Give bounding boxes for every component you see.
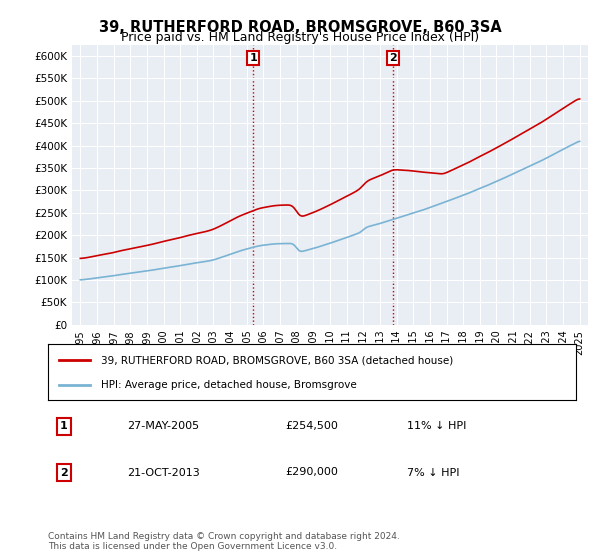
Text: £290,000: £290,000	[286, 468, 338, 478]
Text: Price paid vs. HM Land Registry's House Price Index (HPI): Price paid vs. HM Land Registry's House …	[121, 31, 479, 44]
Text: 1: 1	[249, 53, 257, 63]
Text: 39, RUTHERFORD ROAD, BROMSGROVE, B60 3SA (detached house): 39, RUTHERFORD ROAD, BROMSGROVE, B60 3SA…	[101, 355, 453, 365]
Text: 2: 2	[389, 53, 397, 63]
Text: 11% ↓ HPI: 11% ↓ HPI	[407, 421, 466, 431]
Text: HPI: Average price, detached house, Bromsgrove: HPI: Average price, detached house, Brom…	[101, 380, 356, 390]
Text: 1: 1	[60, 421, 68, 431]
Text: 7% ↓ HPI: 7% ↓ HPI	[407, 468, 460, 478]
Text: Contains HM Land Registry data © Crown copyright and database right 2024.
This d: Contains HM Land Registry data © Crown c…	[48, 532, 400, 552]
Text: £254,500: £254,500	[286, 421, 338, 431]
Text: 39, RUTHERFORD ROAD, BROMSGROVE, B60 3SA: 39, RUTHERFORD ROAD, BROMSGROVE, B60 3SA	[98, 20, 502, 35]
Text: 2: 2	[60, 468, 68, 478]
Text: 27-MAY-2005: 27-MAY-2005	[127, 421, 199, 431]
Text: 21-OCT-2013: 21-OCT-2013	[127, 468, 200, 478]
